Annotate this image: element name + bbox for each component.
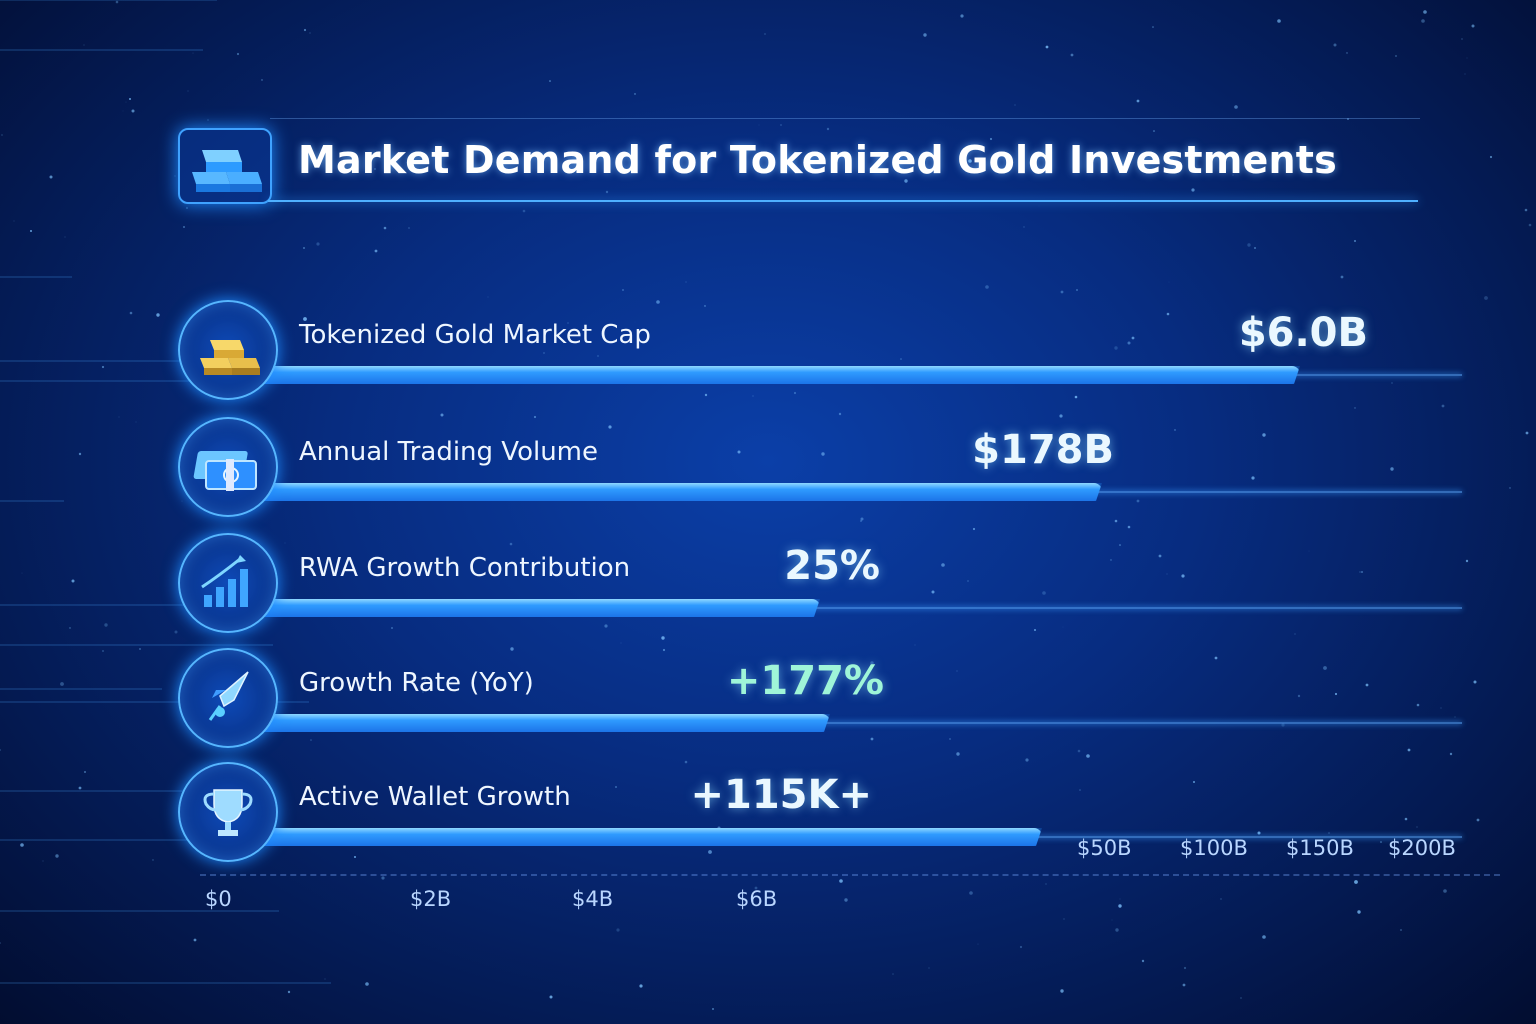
growth-chart-icon [201,555,248,607]
x-tick-label: $2B [410,887,452,911]
x-tick-label-upper: $200B [1388,836,1456,860]
row-icon-circle [178,533,278,633]
bar-label: Tokenized Gold Market Cap [299,320,651,350]
row-icon-circle [178,300,278,400]
row-icon-circle [178,648,278,748]
gold-bars-icon [200,340,260,375]
gold-bars-icon [192,150,262,192]
bar-track-line [822,722,1462,724]
bar-track-line [1094,491,1462,493]
bar-label: Annual Trading Volume [299,437,598,467]
x-tick-label: $4B [572,887,614,911]
trophy-icon [203,789,253,836]
bar-value-label: +177% [726,658,884,704]
bar-value-label: 25% [784,543,880,589]
bar-value-label: $178B [972,427,1114,473]
x-tick-label: $0 [205,887,232,911]
bar-track-line [812,607,1462,609]
bar-4 [262,828,1042,846]
rocket-icon [208,671,249,721]
cash-stack-icon [193,451,257,491]
bar-3 [262,714,830,732]
chart-title: Market Demand for Tokenized Gold Investm… [298,138,1337,182]
title-underline [268,200,1418,202]
title-icon-box [178,128,272,204]
bar-track-line [1034,836,1462,838]
x-tick-label-upper: $50B [1077,836,1132,860]
bar-label: RWA Growth Contribution [299,553,631,583]
axis-line [200,874,1500,876]
row-icon-circle [178,762,278,862]
bar-value-label: +115K+ [690,772,872,818]
row-icon-circle [178,417,278,517]
bar-1 [262,483,1102,501]
bar-0 [262,366,1300,384]
x-tick-label-upper: $150B [1286,836,1354,860]
bar-track-line [1292,374,1462,376]
bar-value-label: $6.0B [1238,310,1368,356]
bar-label: Active Wallet Growth [299,782,571,812]
x-tick-label-upper: $100B [1180,836,1248,860]
title-top-line [270,118,1420,119]
bar-2 [262,599,820,617]
x-tick-label: $6B [736,887,778,911]
bar-label: Growth Rate (YoY) [299,668,534,698]
